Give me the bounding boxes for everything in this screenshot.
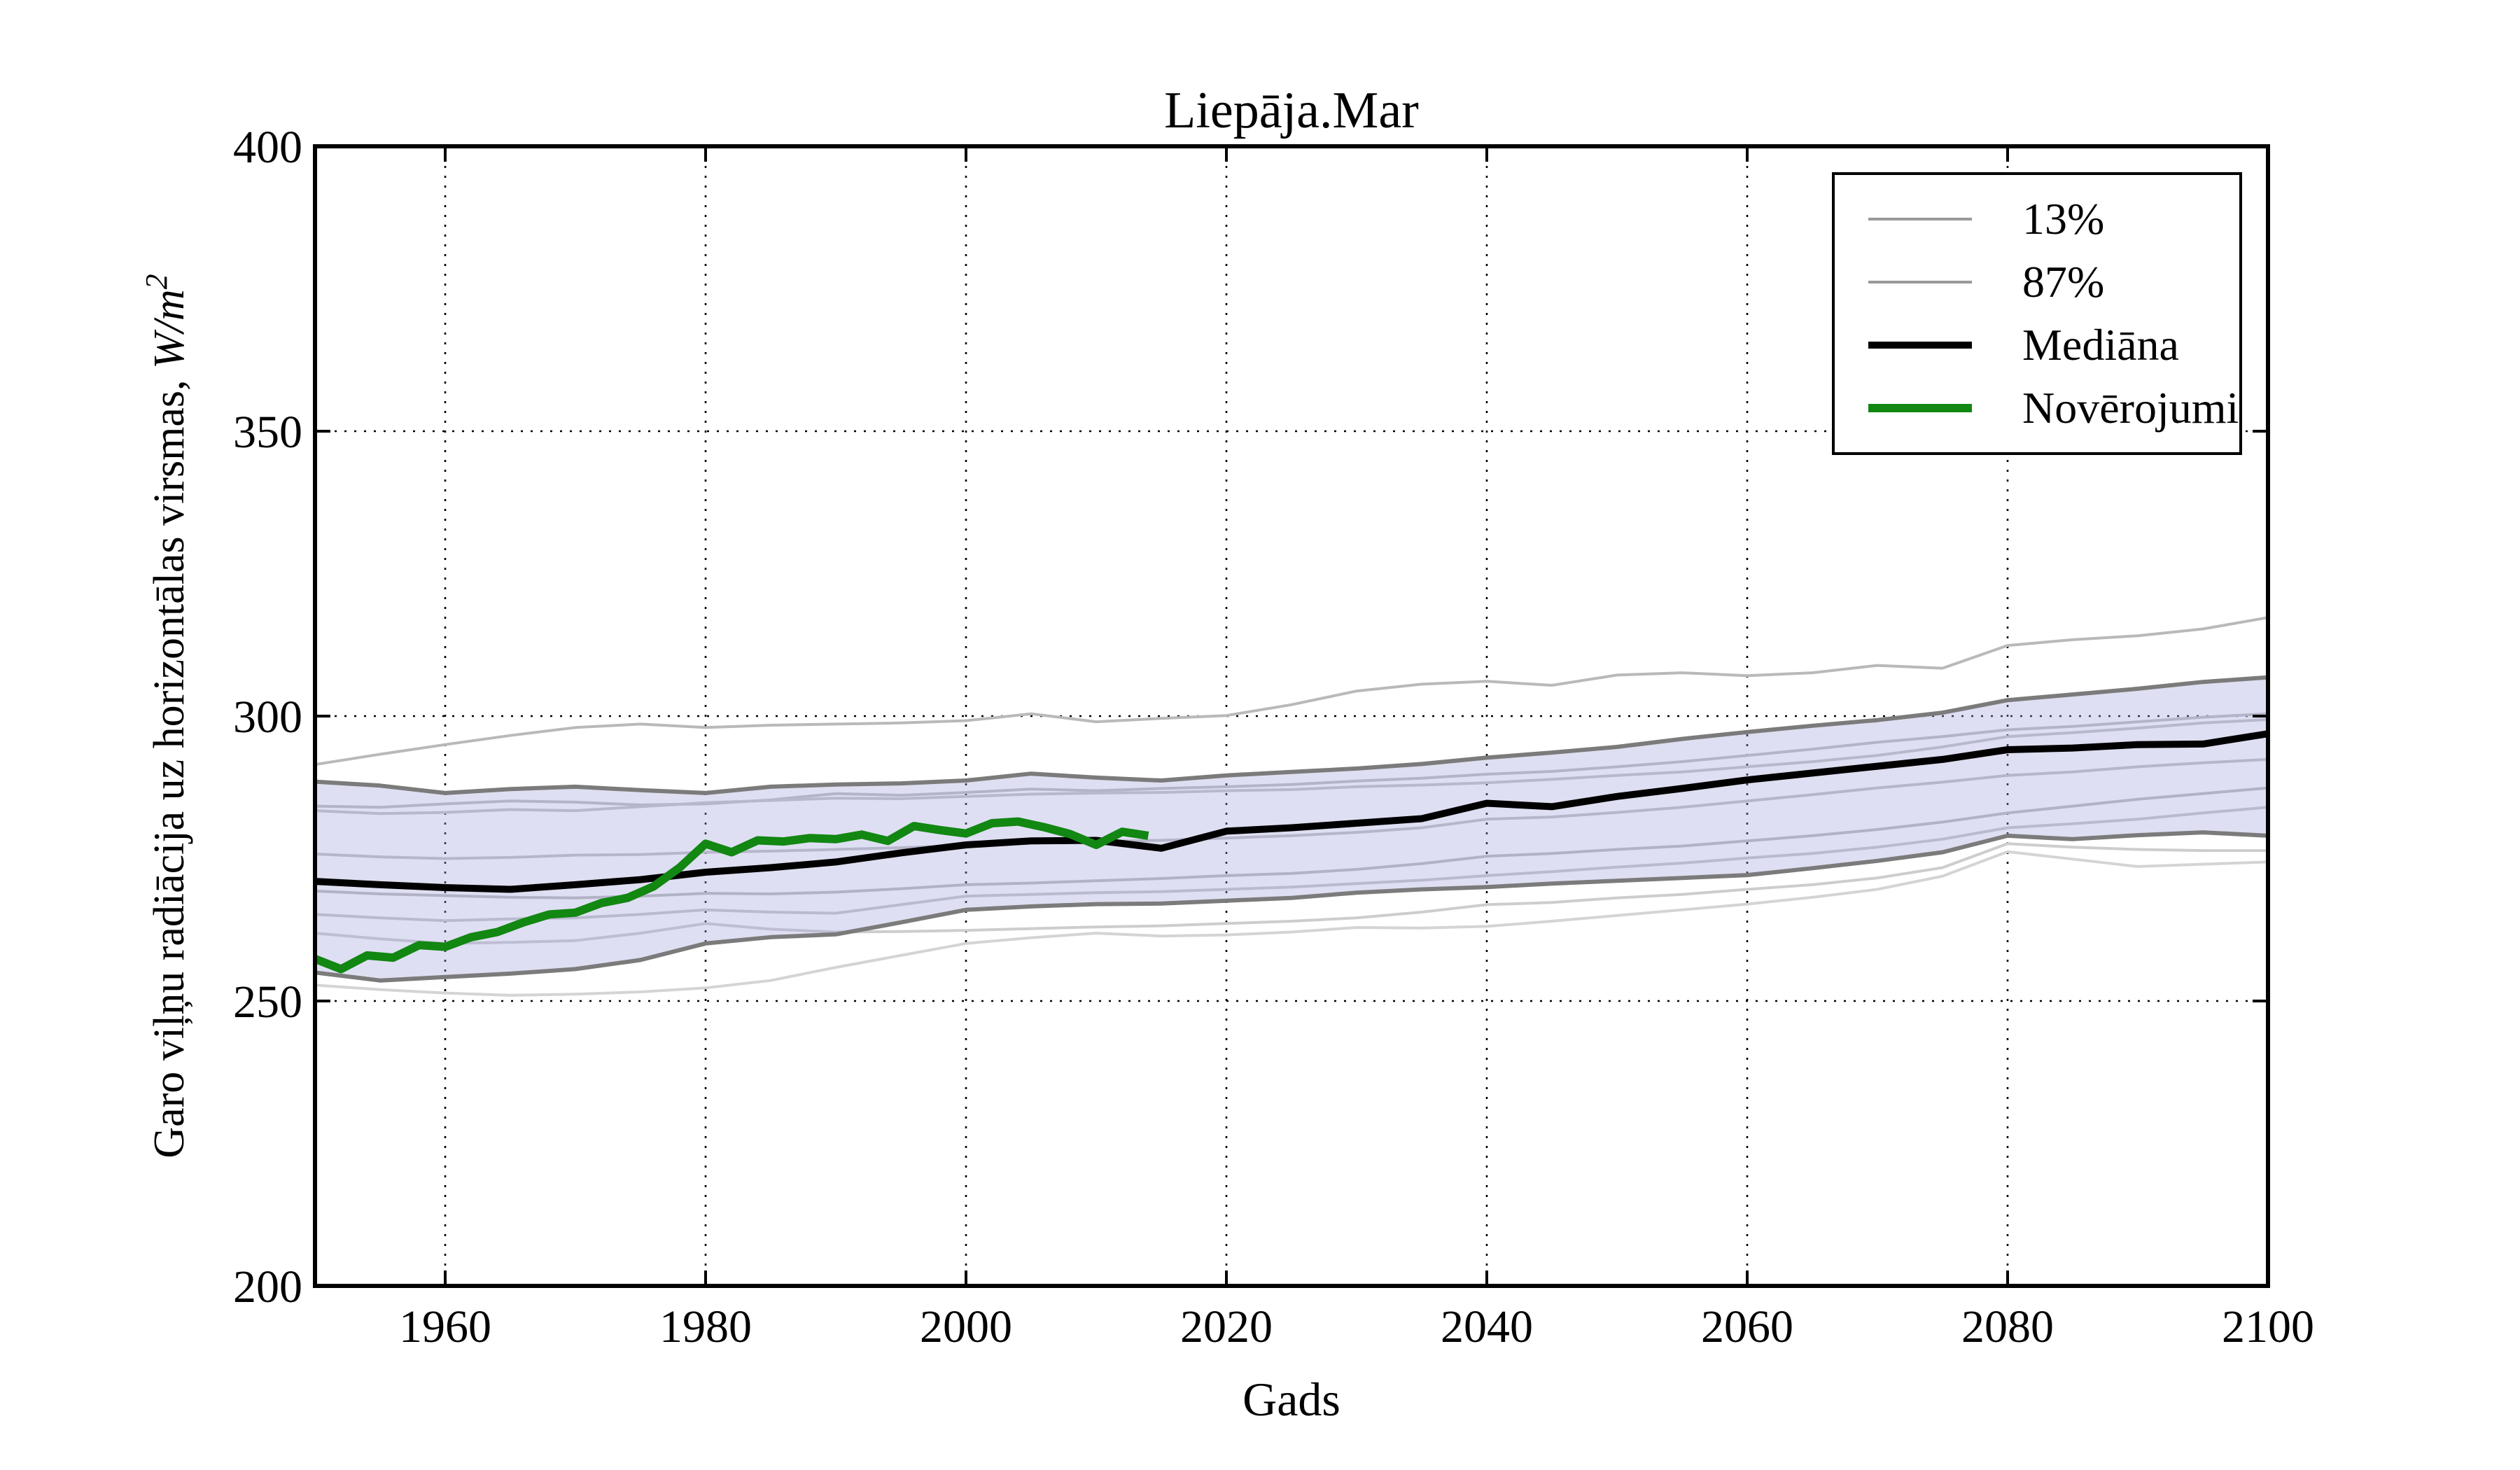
y-tick-label: 300 <box>233 692 302 743</box>
legend: 13% 87% Mediāna Novērojumi <box>1832 172 2242 455</box>
y-tick-label: 250 <box>233 976 302 1028</box>
y-tick-label: 200 <box>233 1261 302 1312</box>
series-p87-line <box>314 675 2269 795</box>
legend-label-13pct: 13% <box>2022 194 2105 244</box>
legend-item-noverojumi: Novērojumi <box>1868 386 2239 430</box>
series-run-1-line <box>314 616 2269 766</box>
legend-item-13pct: 13% <box>1868 197 2239 241</box>
legend-item-87pct: 87% <box>1868 260 2239 304</box>
series-run-4-line <box>314 757 2269 860</box>
x-tick-label: 2060 <box>1701 1301 1793 1352</box>
x-tick-label: 2100 <box>2222 1301 2314 1352</box>
x-tick-label: 1960 <box>399 1301 491 1352</box>
legend-label-noverojumi: Novērojumi <box>2022 383 2239 433</box>
tick-labels: 1960 1980 2000 2020 2040 2060 2080 2100 200 250 30… <box>233 122 2314 1352</box>
x-axis-label: Gads <box>1242 1373 1340 1426</box>
series-run-8-line <box>314 850 2269 997</box>
series-run-7-line <box>314 842 2268 945</box>
y-axis-label-text: Garo viļņu radiācija uz horizontālas vir… <box>146 369 193 1158</box>
series-p13-line <box>314 830 2269 983</box>
legend-label-87pct: 87% <box>2022 257 2105 307</box>
y-axis-label-units: W/m <box>146 289 193 369</box>
series-run-6-line <box>314 806 2269 923</box>
x-tick-label: 2080 <box>1961 1301 2054 1352</box>
series-noverojumi-line <box>313 817 1149 974</box>
chart-title: Liepāja.Mar <box>1164 82 1419 139</box>
legend-item-mediana: Mediāna <box>1868 323 2239 368</box>
y-axis-label-units-exponent: 2 <box>139 274 174 289</box>
legend-label-mediana: Mediāna <box>2022 320 2179 370</box>
y-tick-label: 350 <box>233 407 302 458</box>
series-mediana-line <box>314 730 2269 893</box>
legend-line-swatch-13pct <box>1868 218 1972 220</box>
legend-line-swatch-mediana <box>1868 342 1972 349</box>
y-tick-label: 400 <box>233 122 302 173</box>
y-axis-label: Garo viļņu radiācija uz horizontālas vir… <box>139 274 193 1158</box>
ticks <box>315 145 2269 1287</box>
x-tick-label: 1980 <box>659 1301 752 1352</box>
legend-line-swatch-87pct <box>1868 281 1972 284</box>
x-tick-label: 2020 <box>1180 1301 1273 1352</box>
legend-line-swatch-noverojumi <box>1868 404 1972 412</box>
x-tick-label: 2040 <box>1441 1301 1533 1352</box>
x-tick-label: 2000 <box>920 1301 1012 1352</box>
series-run-3-line <box>314 718 2269 816</box>
series-run-2-line <box>314 712 2269 809</box>
